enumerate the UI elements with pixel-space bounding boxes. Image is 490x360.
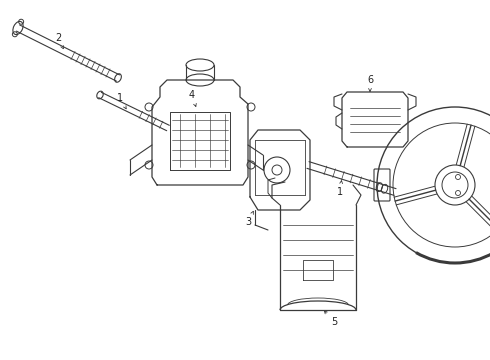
- Text: 3: 3: [245, 211, 253, 227]
- Text: 4: 4: [189, 90, 196, 107]
- Text: 1: 1: [117, 93, 126, 109]
- Text: 2: 2: [55, 33, 63, 49]
- Text: 5: 5: [324, 311, 337, 327]
- Text: 6: 6: [367, 75, 373, 91]
- Text: 1: 1: [337, 181, 343, 197]
- Text: 7: 7: [0, 359, 1, 360]
